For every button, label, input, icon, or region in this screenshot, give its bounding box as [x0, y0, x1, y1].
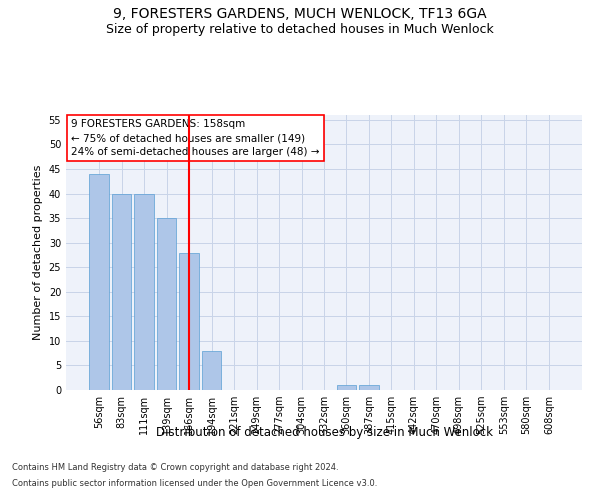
- Y-axis label: Number of detached properties: Number of detached properties: [33, 165, 43, 340]
- Bar: [337, 385, 356, 390]
- Bar: [157, 218, 176, 390]
- Text: 9 FORESTERS GARDENS: 158sqm
← 75% of detached houses are smaller (149)
24% of se: 9 FORESTERS GARDENS: 158sqm ← 75% of det…: [71, 119, 320, 157]
- Text: Contains HM Land Registry data © Crown copyright and database right 2024.: Contains HM Land Registry data © Crown c…: [12, 464, 338, 472]
- Bar: [359, 385, 379, 390]
- Bar: [89, 174, 109, 390]
- Bar: [112, 194, 131, 390]
- Text: Distribution of detached houses by size in Much Wenlock: Distribution of detached houses by size …: [155, 426, 493, 439]
- Text: Contains public sector information licensed under the Open Government Licence v3: Contains public sector information licen…: [12, 478, 377, 488]
- Bar: [134, 194, 154, 390]
- Bar: [179, 252, 199, 390]
- Bar: [202, 350, 221, 390]
- Text: Size of property relative to detached houses in Much Wenlock: Size of property relative to detached ho…: [106, 22, 494, 36]
- Text: 9, FORESTERS GARDENS, MUCH WENLOCK, TF13 6GA: 9, FORESTERS GARDENS, MUCH WENLOCK, TF13…: [113, 8, 487, 22]
